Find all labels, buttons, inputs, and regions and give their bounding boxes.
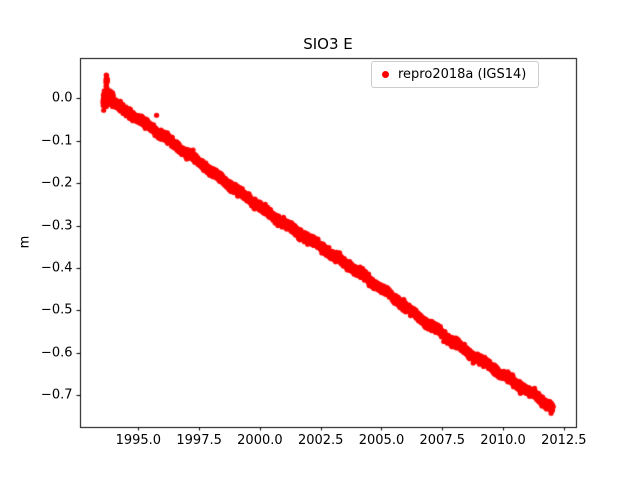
x-tick-label: 2007.5 (419, 433, 466, 448)
x-tick-label: 2010.0 (480, 433, 526, 448)
y-tick-label: −0.1 (40, 133, 73, 149)
legend-marker-dot-icon (382, 71, 389, 78)
chart-title: SIO3 E (303, 35, 353, 53)
x-tick-label: 2002.5 (297, 433, 344, 448)
legend-entry-label: repro2018a (IGS14) (398, 67, 527, 82)
y-axis-label: m (17, 235, 33, 249)
y-tick-label: −0.4 (40, 260, 73, 276)
y-tick-label: −0.3 (40, 218, 73, 234)
y-tick-label: −0.6 (40, 345, 73, 361)
y-tick-label: 0.0 (51, 90, 73, 106)
y-tick-label: −0.5 (40, 302, 73, 318)
x-tick-label: 2000.0 (237, 433, 283, 448)
x-tick-label: 2012.5 (541, 433, 587, 448)
x-tick-label: 1995.0 (115, 433, 162, 448)
y-tick-label: −0.2 (40, 175, 73, 191)
y-tick-label: −0.7 (40, 387, 73, 403)
x-tick-label: 1997.5 (176, 433, 222, 448)
x-tick-label: 2005.0 (358, 433, 405, 448)
legend: repro2018a (IGS14) (371, 61, 540, 88)
